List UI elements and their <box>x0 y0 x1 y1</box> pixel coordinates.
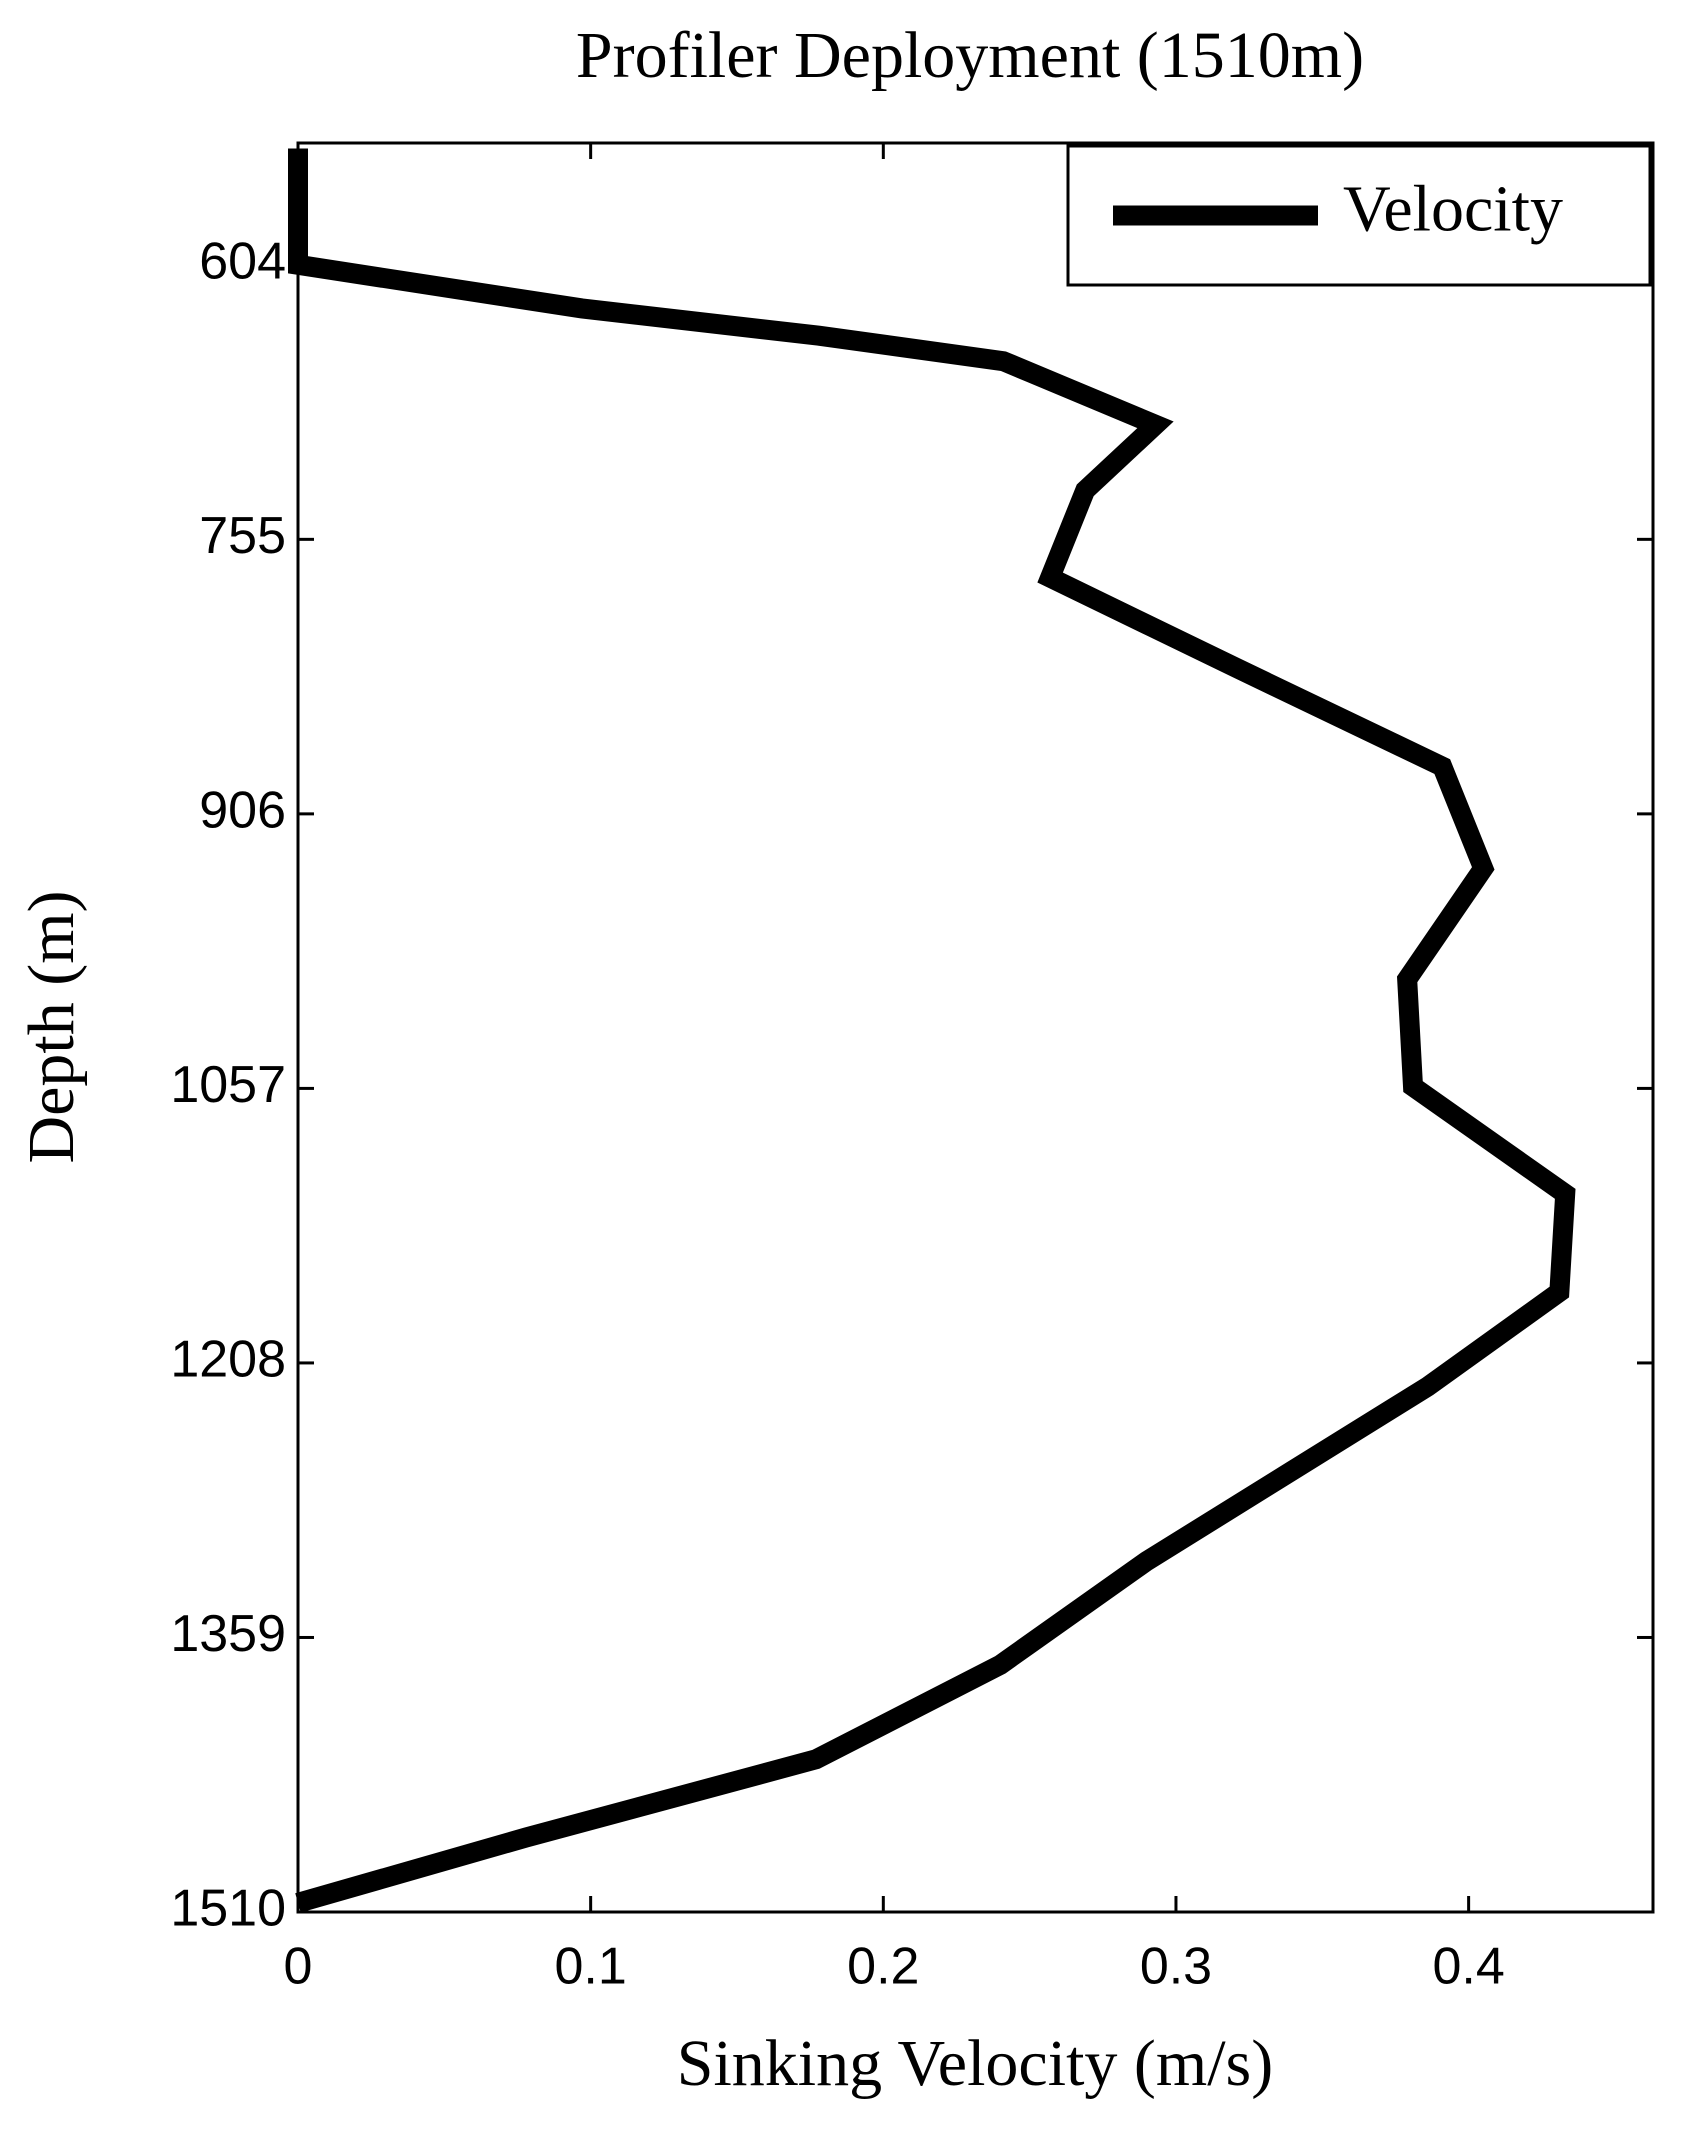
y-tick-label: 604 <box>199 233 286 291</box>
y-tick-label: 1208 <box>170 1331 286 1389</box>
x-tick-label: 0.2 <box>847 1938 919 1996</box>
y-tick-label: 906 <box>199 782 286 840</box>
x-tick-label: 0 <box>284 1938 313 1996</box>
y-tick-label: 1359 <box>170 1605 286 1663</box>
x-axis-label: Sinking Velocity (m/s) <box>677 2027 1273 2100</box>
x-tick-label: 0.1 <box>555 1938 627 1996</box>
y-tick-label: 1057 <box>170 1056 286 1114</box>
y-tick-label: 1510 <box>170 1880 286 1938</box>
legend-label: Velocity <box>1343 173 1563 246</box>
data-line <box>288 148 1576 1913</box>
plot-frame <box>296 141 1655 1914</box>
chart-title: Profiler Deployment (1510m) <box>576 19 1364 92</box>
y-tick-label: 755 <box>199 507 286 565</box>
x-tick-label: 0.4 <box>1432 1938 1504 1996</box>
x-tick-label: 0.3 <box>1140 1938 1212 1996</box>
y-axis-label: Depth (m) <box>15 890 88 1163</box>
